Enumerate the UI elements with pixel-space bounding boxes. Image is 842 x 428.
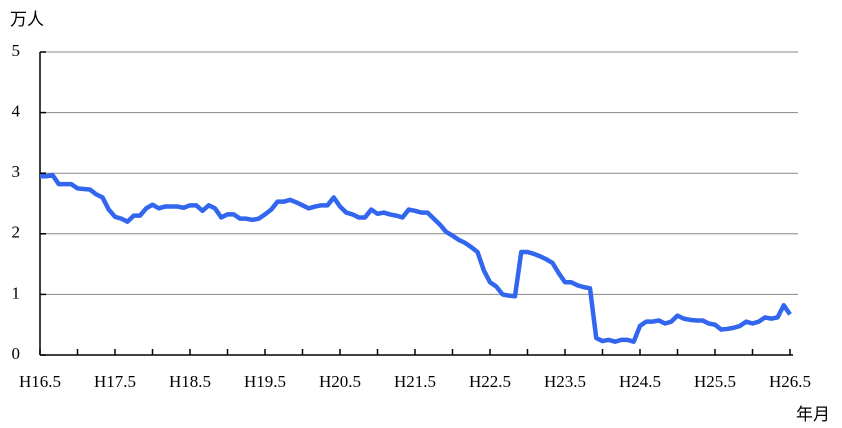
y-tick-label: 2 [12, 223, 21, 242]
y-tick-label: 4 [12, 102, 21, 121]
x-tick-label: H23.5 [544, 372, 586, 391]
y-axis-label: 万人 [10, 10, 44, 29]
x-tick-label: H16.5 [19, 372, 61, 391]
y-tick-label: 0 [12, 344, 21, 363]
x-tick-label: H19.5 [244, 372, 286, 391]
line-series [40, 172, 792, 344]
x-tick-label: H18.5 [169, 372, 211, 391]
x-axis-label: 年月 [796, 405, 830, 424]
x-tick-label: H21.5 [394, 372, 436, 391]
y-tick-label: 3 [12, 162, 21, 181]
y-tick-label: 1 [12, 283, 21, 302]
y-tick-label: 5 [12, 41, 21, 60]
x-tick-label: H26.5 [769, 372, 811, 391]
x-tick-label: H24.5 [619, 372, 661, 391]
x-tick-label: H17.5 [94, 372, 136, 391]
x-tick-label: H25.5 [694, 372, 736, 391]
x-tick-label: H22.5 [469, 372, 511, 391]
x-tick-label: H20.5 [319, 372, 361, 391]
